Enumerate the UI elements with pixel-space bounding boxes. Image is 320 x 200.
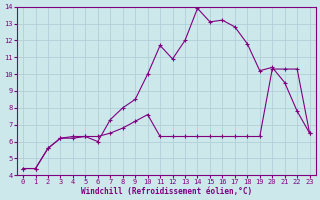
X-axis label: Windchill (Refroidissement éolien,°C): Windchill (Refroidissement éolien,°C) bbox=[81, 187, 252, 196]
